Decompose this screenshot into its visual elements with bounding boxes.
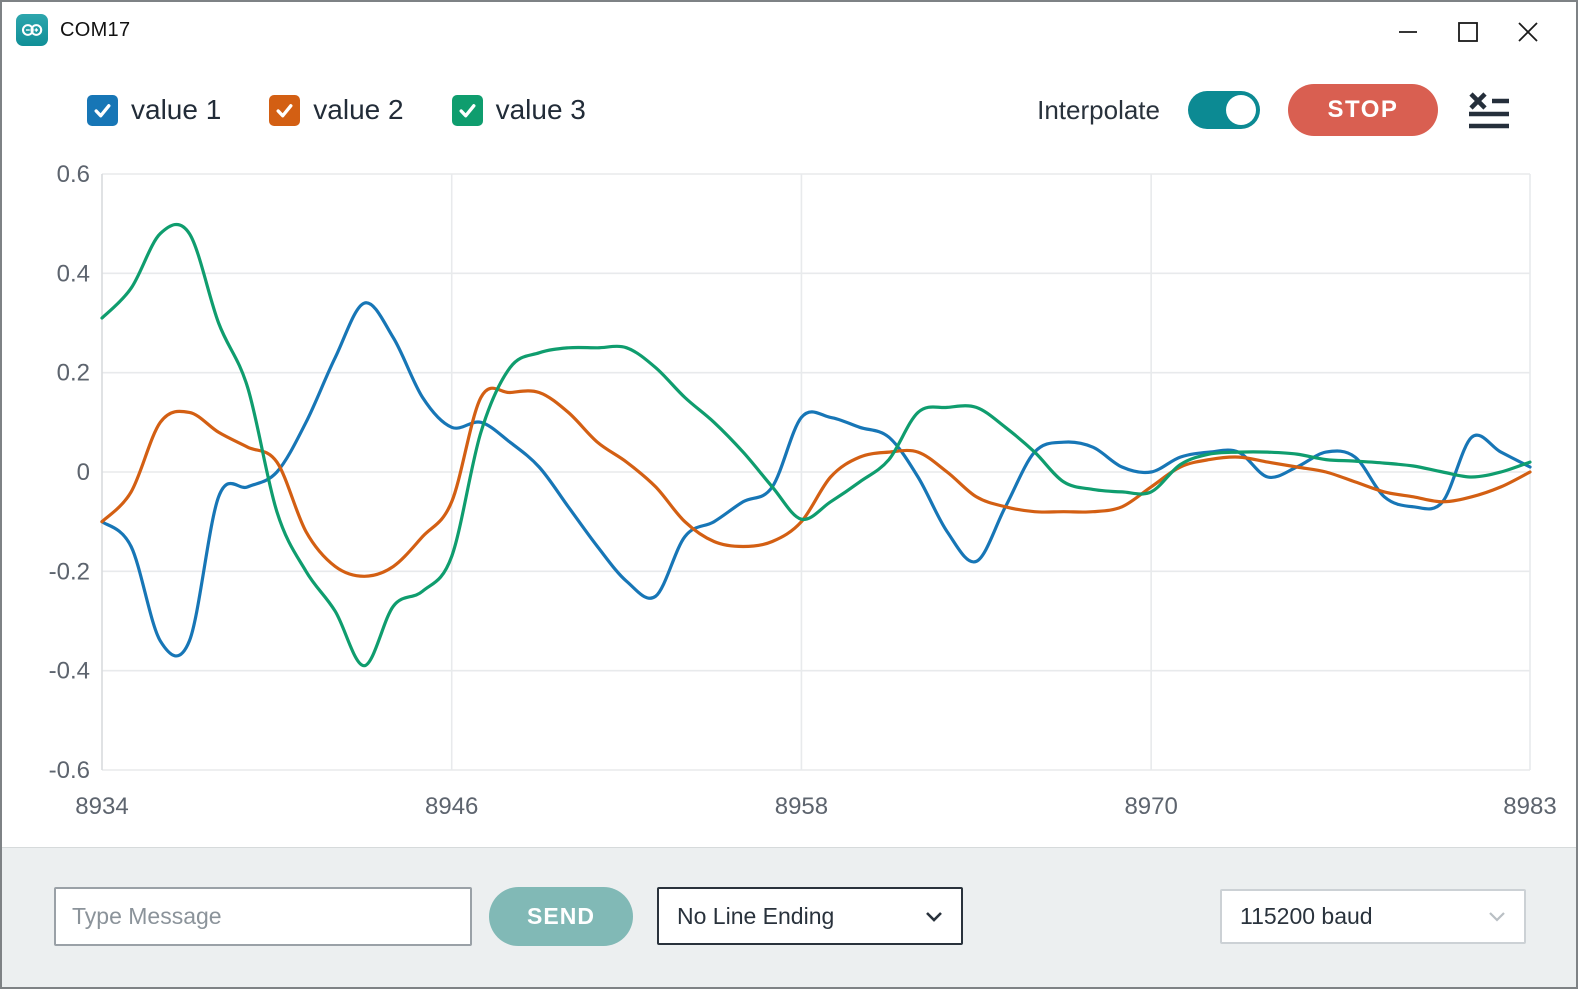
minimize-button[interactable] xyxy=(1378,2,1438,62)
legend-item-value-2[interactable]: value 2 xyxy=(269,94,404,126)
toggle-knob-icon xyxy=(1226,95,1256,125)
legend-label: value 2 xyxy=(313,94,404,125)
send-button[interactable]: SEND xyxy=(489,887,633,946)
legend-item-value-3[interactable]: value 3 xyxy=(451,94,586,126)
svg-text:-0.6: -0.6 xyxy=(49,757,90,784)
legend-label: value 1 xyxy=(131,94,222,125)
plot-toolbar: Interpolate STOP xyxy=(1037,82,1512,138)
svg-text:-0.2: -0.2 xyxy=(49,558,90,585)
legend: value 1 value 2 value 3 xyxy=(87,82,586,138)
close-button[interactable] xyxy=(1498,2,1558,62)
baud-rate-select[interactable]: 115200 baud xyxy=(1220,889,1526,944)
plot-area: 0.6 0.4 0.2 0 -0.2 -0.4 -0.6 8934 8946 8958 8970 89… xyxy=(2,162,1576,842)
series-line-value-2 xyxy=(100,386,1532,578)
maximize-icon xyxy=(1458,22,1478,42)
checkbox-checked-icon[interactable] xyxy=(269,94,301,126)
series-line-value-1 xyxy=(100,301,1532,658)
line-ending-value: No Line Ending xyxy=(677,902,835,929)
close-icon xyxy=(1518,22,1538,42)
window-controls xyxy=(1378,2,1558,62)
svg-text:8958: 8958 xyxy=(775,793,828,820)
clear-output-icon[interactable] xyxy=(1466,89,1512,131)
window-title: COM17 xyxy=(60,19,131,41)
svg-text:8970: 8970 xyxy=(1124,793,1177,820)
svg-text:0.4: 0.4 xyxy=(57,260,90,287)
chevron-down-icon xyxy=(1489,912,1505,922)
baud-rate-value: 115200 baud xyxy=(1240,903,1373,929)
title-bar: COM17 xyxy=(2,2,1576,62)
arduino-logo-icon xyxy=(16,14,48,46)
checkbox-checked-icon[interactable] xyxy=(451,94,483,126)
svg-text:-0.4: -0.4 xyxy=(49,658,90,685)
svg-text:0.6: 0.6 xyxy=(57,162,90,188)
chart-canvas: 0.6 0.4 0.2 0 -0.2 -0.4 -0.6 8934 8946 8958 8970 89… xyxy=(49,162,1557,820)
interpolate-label: Interpolate xyxy=(1037,94,1160,125)
series-line-value-3 xyxy=(100,223,1532,668)
message-bar: SEND No Line Ending 115200 baud xyxy=(2,847,1576,987)
minimize-icon xyxy=(1399,31,1417,33)
interpolate-toggle[interactable] xyxy=(1188,91,1260,129)
maximize-button[interactable] xyxy=(1438,2,1498,62)
svg-text:8983: 8983 xyxy=(1503,793,1556,820)
chevron-down-icon xyxy=(926,911,942,922)
legend-item-value-1[interactable]: value 1 xyxy=(87,94,221,126)
line-ending-select[interactable]: No Line Ending xyxy=(657,887,963,945)
message-input[interactable] xyxy=(54,887,472,946)
checkbox-checked-icon[interactable] xyxy=(87,94,118,126)
legend-label: value 3 xyxy=(495,94,586,125)
svg-text:0.2: 0.2 xyxy=(57,360,90,387)
svg-text:0: 0 xyxy=(77,459,90,486)
svg-text:8934: 8934 xyxy=(75,793,128,820)
stop-button[interactable]: STOP xyxy=(1288,84,1438,136)
svg-text:8946: 8946 xyxy=(425,793,478,820)
